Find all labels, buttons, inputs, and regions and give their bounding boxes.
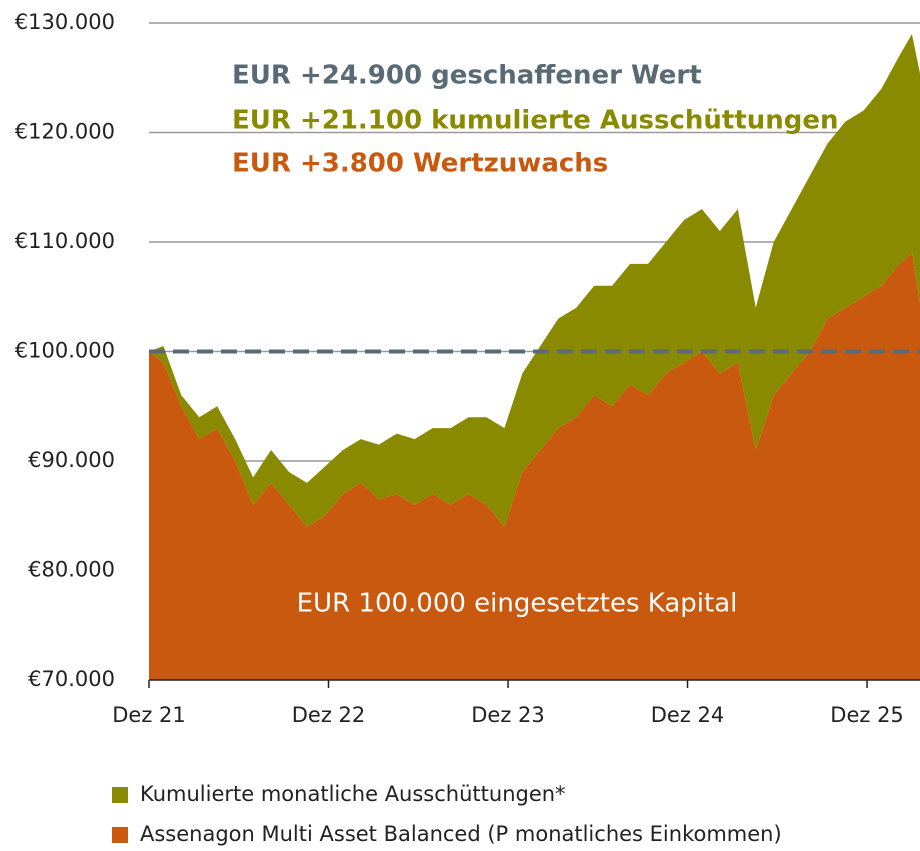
- x-tick-label: Dez 21: [112, 703, 186, 727]
- annotation: EUR +21.100 kumulierte Ausschüttungen: [232, 106, 839, 136]
- annotation: EUR +3.800 Wertzuwachs: [232, 149, 608, 179]
- area: [149, 252, 920, 680]
- y-tick-label: €120.000: [15, 120, 115, 144]
- x-tick-label: Dez 24: [651, 703, 725, 727]
- y-tick-label: €110.000: [15, 229, 115, 253]
- annotation: EUR 100.000 eingesetztes Kapital: [297, 589, 738, 619]
- annotation: EUR +24.900 geschaffener Wert: [232, 61, 702, 91]
- y-tick-label: €90.000: [28, 448, 115, 472]
- y-tick-label: €70.000: [28, 667, 115, 691]
- legend-swatch: [112, 827, 128, 843]
- area: [149, 33, 920, 527]
- x-tick-label: Dez 23: [471, 703, 545, 727]
- x-tick-label: Dez 22: [292, 703, 366, 727]
- x-tick-label: Dez 25: [830, 703, 904, 727]
- legend-label: Kumulierte monatliche Ausschüttungen*: [140, 782, 566, 806]
- legend-swatch: [112, 787, 128, 803]
- y-tick-label: €100.000: [15, 339, 115, 363]
- legend-label: Assenagon Multi Asset Balanced (P monatl…: [140, 822, 782, 846]
- y-tick-label: €80.000: [28, 558, 115, 582]
- y-tick-label: €130.000: [15, 10, 115, 34]
